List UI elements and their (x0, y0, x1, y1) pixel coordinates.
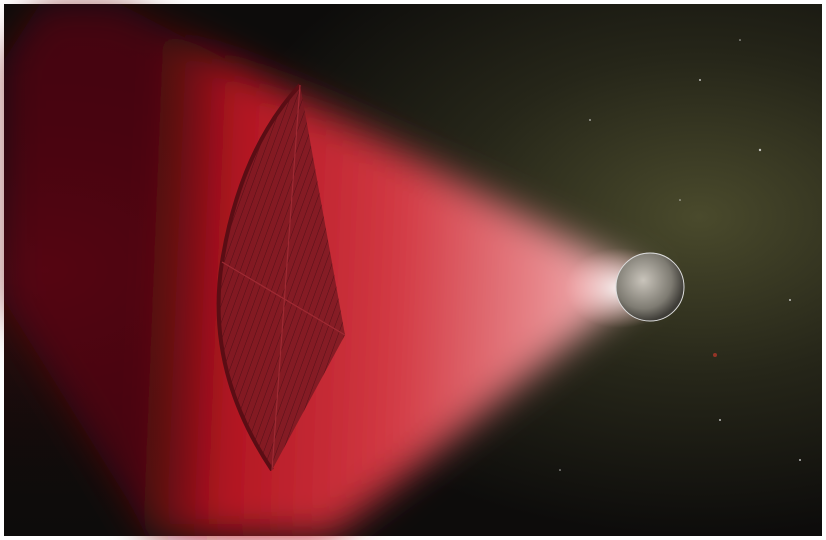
stars (559, 39, 801, 471)
light-sail (216, 83, 346, 472)
planet (615, 252, 685, 322)
